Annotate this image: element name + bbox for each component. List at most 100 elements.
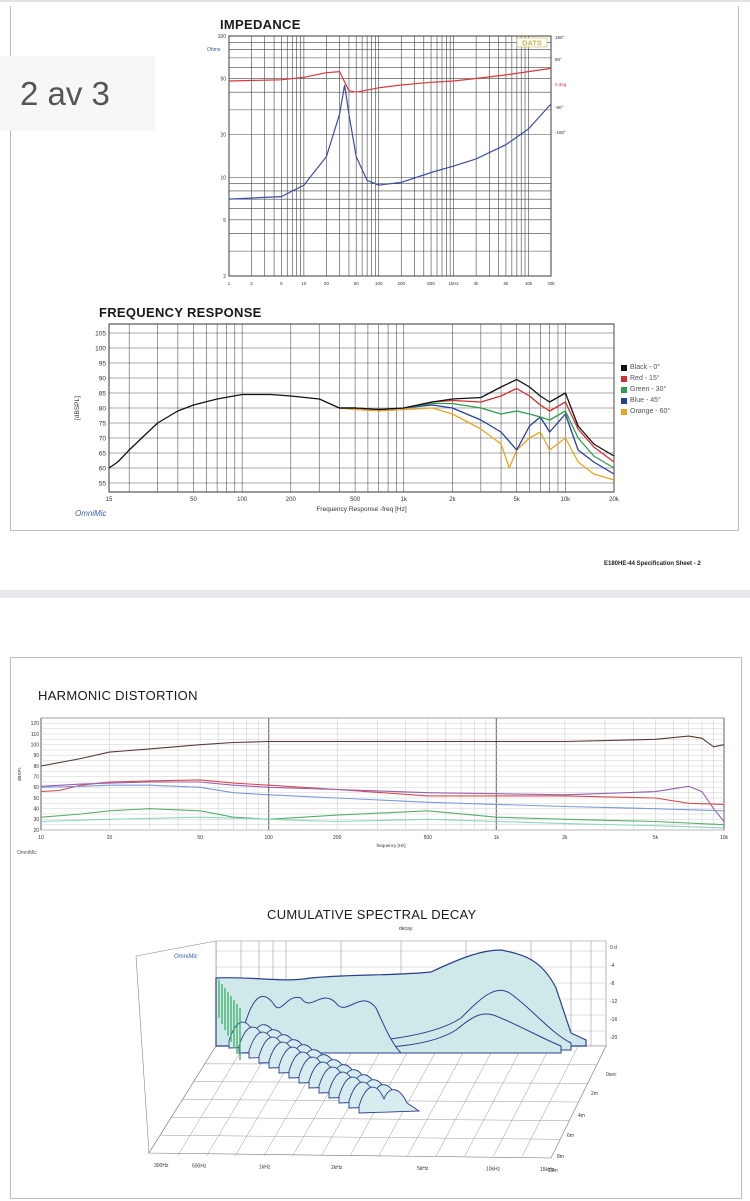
hd-y-tick: 30 <box>33 817 39 823</box>
csd-z-tick: -16 <box>610 1017 617 1023</box>
omnimic-brand-2: OmniMic <box>17 850 37 856</box>
impedance-magnitude-line <box>228 84 552 200</box>
csd-t-tick: 0sec <box>606 1072 617 1078</box>
hd-y-tick: 90 <box>33 753 39 759</box>
impedance-x-tick: 100 <box>375 281 383 286</box>
csd-z-tick: -8 <box>610 981 615 987</box>
hd-y-tick: 80 <box>33 764 39 770</box>
hd-y-tick: 70 <box>33 774 39 780</box>
csd-chart: OmniMic 0 d -4 -8 -12 -16 -20 0sec 2m 4m 6m 8m 10m 30… <box>135 940 617 1174</box>
csd-x-tick: 500Hz <box>192 1164 207 1170</box>
fr-x-tick: 1k <box>401 497 408 503</box>
hd-plot-area <box>40 717 725 831</box>
impedance-x-tick: 20k <box>547 281 555 286</box>
csd-t-tick: 10m <box>548 1168 558 1174</box>
footer-spec: E180HE-44 Specification Sheet - 2 <box>604 561 701 567</box>
csd-floor-grid <box>206 1045 272 1157</box>
impedance-x-tick: 5k <box>504 281 510 286</box>
csd-subtitle: decay <box>399 926 413 932</box>
impedance-phase-tick: 90° <box>555 57 562 62</box>
fr-y-tick: 80 <box>99 406 107 413</box>
hd-x-tick: 1k <box>494 835 500 841</box>
legend-swatch <box>621 364 627 371</box>
dats-logo-box <box>516 37 548 48</box>
fr-x-tick: 50 <box>190 497 197 503</box>
legend-label: Red - 15° <box>630 375 660 382</box>
csd-floor-grid <box>378 1045 440 1157</box>
hd-series-line <box>40 816 725 829</box>
fr-series-line <box>339 407 615 481</box>
impedance-phase-tick: -90° <box>555 105 564 110</box>
impedance-y-tick: 100 <box>218 34 227 40</box>
csd-t-tick: 2m <box>591 1091 598 1097</box>
fr-x-tick: 2k <box>449 497 456 503</box>
legend-label: Green - 30° <box>630 386 667 393</box>
legend-item: Orange - 60° <box>621 406 670 417</box>
impedance-y-tick: 50 <box>220 77 226 83</box>
fr-y-tick: 95 <box>99 361 107 368</box>
hd-y-tick: 40 <box>33 806 39 812</box>
impedance-title: IMPEDANCE <box>220 17 301 32</box>
fr-y-tick: 85 <box>99 391 107 398</box>
fr-x-tick: 500 <box>350 497 361 503</box>
csd-x-tick: 1kHz <box>259 1164 271 1170</box>
impedance-phase-tick: 0 deg <box>555 82 567 87</box>
csd-floor-grid <box>177 1045 245 1157</box>
csd-x-tick: 15kHz <box>540 1167 555 1173</box>
impedance-x-tick: 1kHz <box>448 281 459 286</box>
hd-x-tick: 200 <box>333 835 342 841</box>
fr-x-tick: 5k <box>514 497 521 503</box>
legend-item: Green - 30° <box>621 384 670 395</box>
legend-swatch <box>621 375 627 382</box>
csd-t-tick: 6m <box>567 1133 574 1139</box>
fr-x-tick: 10k <box>561 497 572 503</box>
legend-swatch <box>621 386 627 393</box>
hd-x-tick: 5k <box>653 835 659 841</box>
page-indicator: 2 av 3 <box>0 56 155 131</box>
hd-y-tick: 100 <box>31 742 40 748</box>
legend-item: Black - 0° <box>621 362 670 373</box>
legend-label: Black - 0° <box>630 364 661 371</box>
fr-x-tick: 20k <box>609 497 620 503</box>
frequency-response-chart: 105 100 95 90 85 80 75 70 65 60 55 15 50 100 200 500 1k 2… <box>74 323 620 513</box>
fr-y-label: [dBSPL] <box>74 396 81 420</box>
csd-z-tick: -4 <box>610 963 615 969</box>
dats-logo: DATS <box>522 39 542 48</box>
csd-t-tick: 4m <box>578 1113 585 1119</box>
omnimic-brand: OmniMic <box>75 509 107 518</box>
fr-y-tick: 70 <box>99 436 107 443</box>
hd-x-tick: 100 <box>264 835 273 841</box>
fr-y-tick: 75 <box>99 421 107 428</box>
impedance-y-tick: 20 <box>220 133 226 139</box>
fr-x-tick: 100 <box>237 497 248 503</box>
csd-brand: OmniMic <box>174 954 198 960</box>
fr-series-line <box>108 378 615 469</box>
spec-sheet-page-3: HARMONIC DISTORTION 120 110 100 90 80 70 60 50 4… <box>10 657 742 1199</box>
hd-y-tick: 20 <box>33 828 39 834</box>
csd-x-tick: 10kHz <box>486 1167 501 1173</box>
fr-x-tick: 15 <box>106 497 113 503</box>
impedance-x-tick: 10k <box>525 281 533 286</box>
hd-series-line <box>40 735 725 767</box>
fr-y-tick: 60 <box>99 466 107 473</box>
csd-floor-grid <box>435 1045 495 1157</box>
harmonic-title: HARMONIC DISTORTION <box>38 688 198 703</box>
csd-z-tick: -20 <box>610 1035 617 1041</box>
hd-x-tick: 50 <box>197 835 203 841</box>
legend-label: Orange - 60° <box>630 408 671 415</box>
fr-y-tick: 65 <box>99 451 107 458</box>
legend-item: Red - 15° <box>621 373 670 384</box>
csd-ridge <box>358 1086 421 1114</box>
csd-floor-grid <box>493 1045 551 1157</box>
legend-label: Blue - 45° <box>630 397 661 404</box>
csd-surface-slice <box>330 1013 562 1054</box>
freq-response-title: FREQUENCY RESPONSE <box>99 305 262 320</box>
csd-title: CUMULATIVE SPECTRAL DECAY <box>267 907 477 922</box>
fr-y-tick: 105 <box>95 331 106 338</box>
csd-z-tick: 0 d <box>610 945 617 951</box>
impedance-y-tick: 5 <box>223 218 226 224</box>
hd-y-tick: 60 <box>33 785 39 791</box>
spec-sheet-page-2: IMPEDANCE 100 50 20 10 5 2 Ohms 1 2 5 10 20 50 100 200… <box>10 6 739 531</box>
hd-y-tick: 50 <box>33 796 39 802</box>
